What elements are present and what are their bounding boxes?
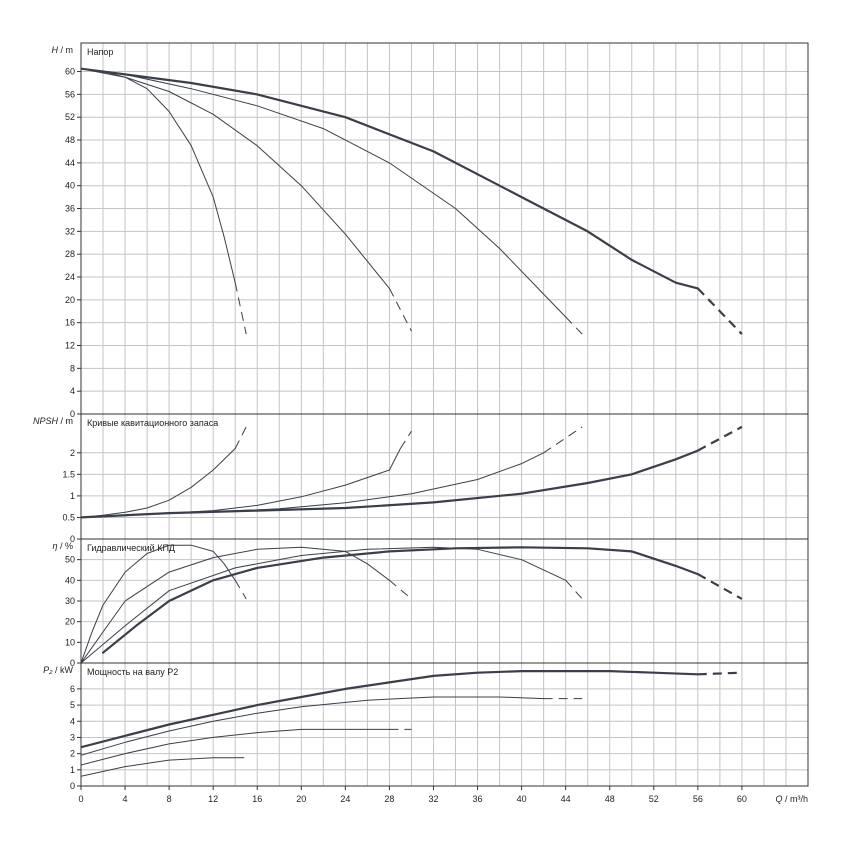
series-line-solid: [81, 546, 567, 663]
series-line-dashed: [389, 579, 412, 600]
series-line-dashed: [565, 579, 583, 600]
series-line-solid: [81, 546, 390, 663]
panel-title: Напор: [87, 47, 113, 57]
y-tick-label: 0: [70, 409, 75, 419]
y-axis-label: η / %: [52, 541, 73, 551]
x-tick-label: 32: [428, 794, 438, 804]
x-tick-label: 44: [561, 794, 571, 804]
x-tick-label: 60: [737, 794, 747, 804]
y-axis-label: H / m: [52, 45, 74, 55]
x-tick-label: 4: [123, 794, 128, 804]
panel-frame: [80, 662, 809, 787]
panel-title: Гидравлический КПД: [87, 543, 175, 553]
series-line-dashed: [697, 573, 743, 600]
y-tick-label: 0: [70, 658, 75, 668]
series-line-solid: [81, 669, 699, 749]
y-tick-label: 40: [65, 181, 75, 191]
x-tick-label: 24: [340, 794, 350, 804]
series-line-dashed: [697, 425, 743, 452]
y-tick-label: 28: [65, 249, 75, 259]
series-line-solid: [81, 68, 390, 289]
x-tick-label: 16: [252, 794, 262, 804]
y-tick-label: 4: [70, 386, 75, 396]
series-line-dashed: [697, 671, 742, 676]
y-tick-label: 60: [65, 67, 75, 77]
panel-frame: [80, 413, 809, 540]
y-axis-label: NPSH / m: [33, 416, 73, 426]
y-tick-label: 12: [65, 341, 75, 351]
y-tick-label: 40: [65, 575, 75, 585]
x-tick-label: 20: [296, 794, 306, 804]
y-tick-label: 20: [65, 295, 75, 305]
y-tick-label: 56: [65, 89, 75, 99]
y-tick-label: 8: [70, 363, 75, 373]
y-tick-label: 20: [65, 617, 75, 627]
series-line-solid: [81, 67, 699, 290]
x-axis-label: Q / m³/h: [775, 794, 808, 804]
x-tick-label: 12: [208, 794, 218, 804]
y-axis-label: P₂ / kW: [43, 665, 73, 675]
y-tick-label: 36: [65, 204, 75, 214]
y-tick-label: 2: [70, 749, 75, 759]
series-line-solid: [81, 757, 236, 777]
y-tick-label: 4: [70, 716, 75, 726]
y-tick-label: 0: [70, 534, 75, 544]
y-tick-label: 44: [65, 158, 75, 168]
y-tick-label: 3: [70, 732, 75, 742]
panel-title: Мощность на валу P2: [87, 667, 178, 677]
x-tick-label: 48: [605, 794, 615, 804]
curves-layer: [81, 67, 743, 777]
series-line-dashed: [399, 430, 412, 449]
x-tick-label: 52: [649, 794, 659, 804]
series-line-solid: [81, 448, 236, 518]
series-line-solid: [81, 544, 236, 663]
y-tick-label: 32: [65, 226, 75, 236]
y-tick-label: 16: [65, 318, 75, 328]
series-line-dashed: [543, 426, 583, 454]
series-line-solid: [81, 68, 567, 318]
x-tick-label: 28: [384, 794, 394, 804]
y-tick-label: 48: [65, 135, 75, 145]
series-line-solid: [101, 546, 699, 654]
y-tick-label: 0: [70, 781, 75, 791]
series-line-solid: [81, 696, 545, 756]
y-tick-label: 10: [65, 637, 75, 647]
y-tick-label: 30: [65, 596, 75, 606]
series-line-solid: [81, 449, 699, 519]
grid-layer: [81, 43, 808, 786]
x-tick-label: 56: [693, 794, 703, 804]
y-tick-label: 6: [70, 684, 75, 694]
frames-layer: [77, 42, 809, 790]
y-tick-label: 1.5: [62, 469, 75, 479]
series-line-dashed: [388, 288, 412, 332]
y-tick-label: 52: [65, 112, 75, 122]
y-tick-label: 50: [65, 555, 75, 565]
y-tick-label: 0.5: [62, 512, 75, 522]
series-line-solid: [81, 452, 545, 518]
series-line-dashed: [234, 580, 247, 600]
panel-frame: [80, 42, 809, 415]
series-line-solid: [81, 68, 236, 284]
y-tick-label: 24: [65, 272, 75, 282]
series-line-solid: [81, 728, 390, 766]
y-tick-label: 1: [70, 491, 75, 501]
y-tick-label: 1: [70, 765, 75, 775]
panel-title: Кривые кавитационного запаса: [87, 418, 218, 428]
x-tick-label: 8: [167, 794, 172, 804]
x-tick-label: 0: [78, 794, 83, 804]
series-line-dashed: [565, 316, 583, 335]
x-tick-label: 40: [517, 794, 527, 804]
y-tick-label: 5: [70, 700, 75, 710]
series-line-dashed: [234, 426, 247, 449]
y-tick-label: 2: [70, 448, 75, 458]
series-line-dashed: [234, 282, 247, 335]
x-tick-label: 36: [473, 794, 483, 804]
series-line-dashed: [697, 287, 743, 335]
